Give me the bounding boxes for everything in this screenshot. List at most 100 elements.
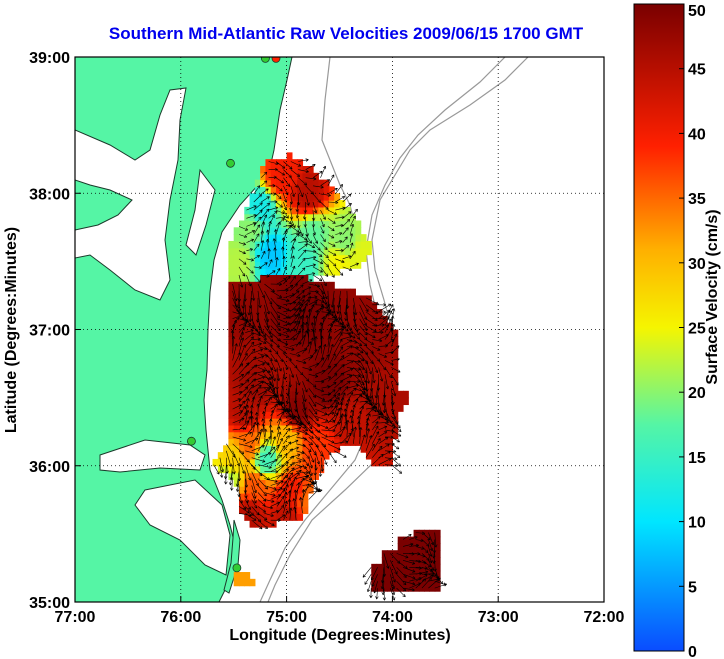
velocity-cell (307, 411, 314, 419)
velocity-cell (429, 584, 436, 592)
velocity-cell (307, 486, 314, 494)
velocity-cell (260, 193, 267, 201)
velocity-cell (260, 499, 267, 508)
velocity-vector-layer (213, 158, 448, 601)
velocity-cell (244, 309, 251, 317)
velocity-cell (281, 472, 288, 480)
velocity-cell (413, 570, 420, 579)
velocity-cell (228, 390, 235, 399)
velocity-cell (238, 479, 245, 487)
velocity-cell (233, 309, 240, 317)
velocity-cell (371, 584, 378, 592)
velocity-cell (328, 411, 335, 419)
colorbar-tick-label: 35 (688, 191, 706, 208)
velocity-cell (265, 431, 272, 440)
velocity-cell (365, 343, 372, 351)
velocity-cell (281, 458, 288, 467)
velocity-cell (260, 315, 267, 324)
velocity-cell (260, 240, 267, 249)
velocity-cell (233, 411, 240, 419)
y-tick-label: 36:00 (29, 459, 70, 476)
velocity-cell (286, 172, 293, 181)
velocity-cell (328, 363, 335, 371)
velocity-cell (307, 200, 314, 208)
velocity-cell (392, 404, 399, 412)
velocity-cell (402, 550, 409, 558)
velocity-cell (371, 356, 378, 365)
velocity-cell (371, 577, 378, 585)
velocity-cell (254, 458, 261, 467)
velocity-cell (297, 438, 304, 446)
velocity-cell (297, 452, 304, 460)
velocity-cell (260, 247, 267, 256)
velocity-cell (286, 384, 293, 392)
velocity-cell (302, 431, 309, 440)
velocity-cell (249, 336, 256, 344)
velocity-cell (249, 445, 256, 453)
velocity-cell (254, 513, 261, 521)
velocity-cell (387, 452, 393, 460)
velocity-cell (424, 584, 431, 592)
velocity-cell (270, 179, 277, 188)
velocity-cell (302, 240, 309, 249)
velocity-cell (334, 206, 341, 215)
velocity-cell (313, 309, 319, 317)
velocity-cell (249, 227, 256, 235)
velocity-cell (254, 370, 261, 378)
velocity-cell (302, 363, 309, 371)
velocity-cell (313, 397, 319, 406)
velocity-cell (313, 418, 319, 426)
velocity-cell (355, 322, 362, 331)
velocity-cell (265, 458, 272, 467)
velocity-cell (286, 179, 293, 188)
velocity-cell (228, 384, 235, 392)
velocity-cell (286, 152, 293, 160)
velocity-cell (318, 404, 325, 412)
velocity-cell (244, 572, 251, 580)
velocity-cell (344, 206, 351, 215)
velocity-cell (344, 370, 351, 378)
velocity-cell (402, 543, 409, 551)
velocity-cell (265, 329, 272, 337)
velocity-cell (270, 424, 277, 433)
velocity-cell (291, 240, 298, 249)
velocity-cell (260, 268, 267, 276)
velocity-cell (339, 261, 346, 269)
velocity-cell (328, 336, 335, 344)
velocity-cell (307, 384, 314, 392)
velocity-cell (281, 309, 288, 317)
velocity-cell (376, 336, 383, 344)
velocity-cell (334, 322, 341, 331)
velocity-cell (360, 329, 367, 337)
velocity-cell (281, 206, 288, 215)
velocity-cell (387, 577, 393, 585)
velocity-cell (350, 315, 356, 324)
velocity-cell (270, 227, 277, 235)
velocity-cell (265, 513, 272, 521)
velocity-cell (265, 465, 272, 474)
velocity-cell (238, 322, 245, 331)
velocity-cell (397, 543, 404, 551)
velocity-cell (228, 404, 235, 412)
velocity-cell (228, 356, 235, 365)
velocity-cell (339, 227, 346, 235)
velocity-cell (228, 309, 235, 317)
velocity-cell (334, 329, 341, 337)
velocity-cell (328, 377, 335, 385)
velocity-cell (350, 343, 356, 351)
velocity-cell (302, 445, 309, 453)
velocity-cell (244, 315, 251, 324)
velocity-cell (318, 220, 325, 228)
velocity-cell (313, 220, 319, 228)
velocity-cell (344, 431, 351, 440)
velocity-cell (260, 288, 267, 297)
velocity-cell (360, 295, 367, 303)
velocity-cell (302, 479, 309, 487)
velocity-cell (270, 479, 277, 487)
velocity-cell (429, 550, 436, 558)
velocity-cell (286, 336, 293, 344)
velocity-cell (328, 268, 335, 276)
velocity-cell (302, 234, 309, 242)
velocity-cell (238, 418, 245, 426)
velocity-cell (344, 227, 351, 235)
